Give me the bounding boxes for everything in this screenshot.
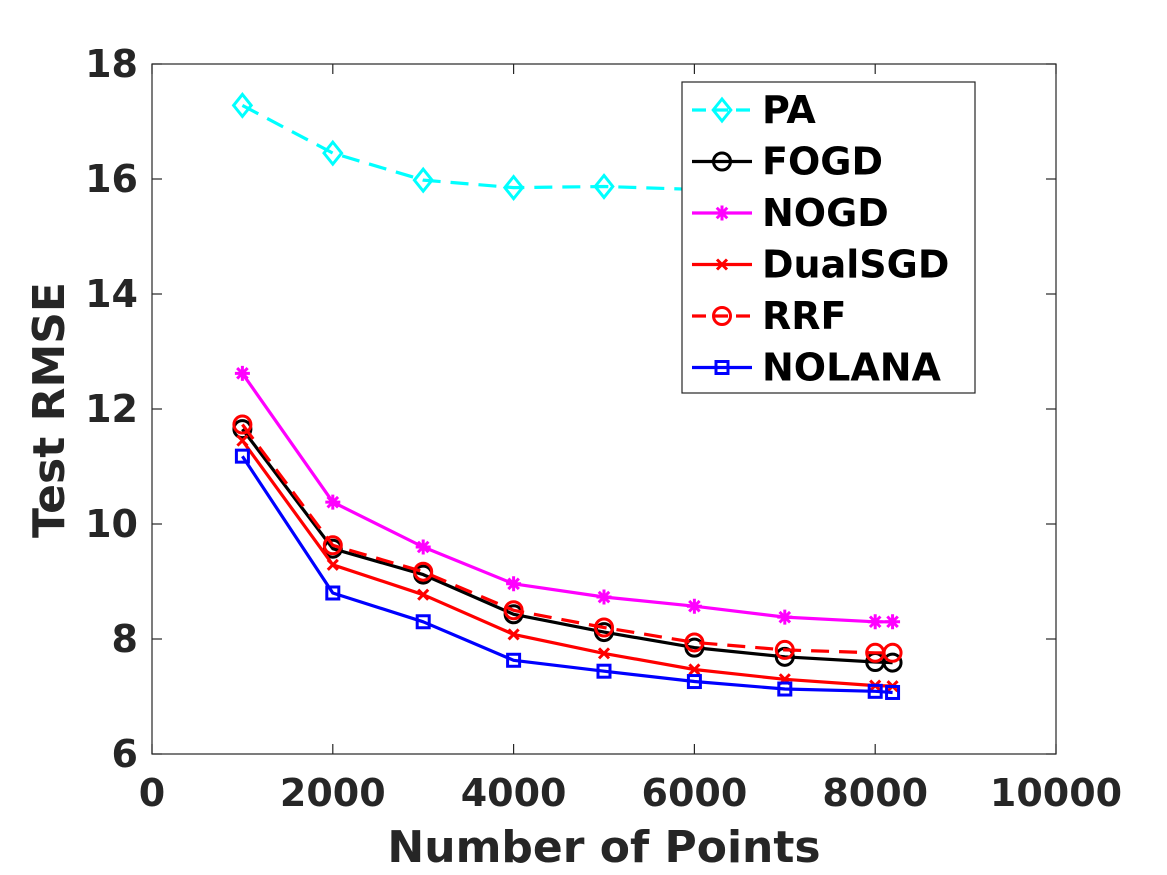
- data-point-marker: [711, 96, 733, 124]
- ticks-layer: 0 2000 4000 6000 8000 10000 6 8 10 12 14 16 18: [85, 42, 1122, 815]
- data-point-marker: [686, 598, 702, 614]
- data-point-marker: [325, 494, 341, 510]
- series-line: [241, 455, 893, 695]
- data-point-marker: [415, 539, 431, 555]
- legend-item-dualsgd: DualSGD: [692, 243, 949, 287]
- data-point-marker: [322, 139, 344, 167]
- data-point-marker: [686, 674, 702, 690]
- data-point-marker: [777, 681, 793, 697]
- legend-label: PA: [762, 88, 816, 132]
- data-point-marker: [415, 614, 431, 630]
- x-axis-label: Number of Points: [387, 822, 820, 873]
- data-point-marker: [777, 609, 793, 625]
- x-tick-label: 4000: [461, 771, 567, 815]
- legend-item-fogd: FOGD: [692, 140, 883, 184]
- data-point-marker: [325, 585, 341, 601]
- data-point-marker: [714, 205, 730, 221]
- data-point-marker: [684, 632, 705, 653]
- data-point-marker: [502, 174, 525, 202]
- data-point-marker: [234, 365, 250, 381]
- data-point-marker: [712, 151, 732, 172]
- data-point-marker: [688, 663, 701, 676]
- x-tick-label: 6000: [642, 771, 748, 815]
- x-tick-label: 0: [139, 771, 165, 815]
- legend-box: [681, 81, 976, 394]
- data-point-marker: [231, 91, 254, 119]
- data-point-marker: [867, 683, 883, 699]
- data-point-marker: [596, 663, 612, 679]
- data-point-marker: [867, 614, 883, 630]
- data-point-marker: [712, 306, 732, 326]
- data-point-marker: [503, 600, 524, 621]
- data-point-marker: [885, 684, 901, 700]
- series-line: [241, 423, 893, 655]
- legend-label: RRF: [762, 294, 846, 338]
- y-tick-label: 6: [112, 732, 138, 776]
- x-tick-label: 8000: [822, 771, 928, 815]
- y-tick-label: 14: [85, 272, 138, 316]
- data-point-marker: [236, 434, 249, 447]
- data-point-marker: [232, 414, 253, 435]
- y-tick-label: 8: [112, 617, 138, 661]
- data-point-marker: [774, 639, 795, 660]
- legend-item-nogd: NOGD: [692, 191, 889, 235]
- series-rrf: [232, 414, 903, 663]
- legend-item-pa: PA: [692, 88, 816, 132]
- data-point-marker: [506, 652, 522, 668]
- data-point-marker: [326, 558, 339, 571]
- legend-label: NOLANA: [762, 346, 942, 390]
- y-tick-label: 16: [85, 157, 138, 201]
- y-tick-label: 12: [85, 387, 138, 431]
- legend-label: NOGD: [762, 191, 889, 235]
- data-point-marker: [885, 614, 901, 630]
- legend: PA FOGD NOGD DualSGD RRF NOLANA: [681, 81, 976, 394]
- data-point-marker: [507, 628, 520, 641]
- data-point-marker: [506, 576, 522, 592]
- data-point-marker: [322, 535, 343, 556]
- legend-item-nolana: NOLANA: [692, 346, 942, 390]
- series-nogd: [234, 365, 901, 630]
- legend-label: DualSGD: [762, 243, 949, 287]
- y-axis-label: Test RMSE: [24, 282, 75, 538]
- data-point-marker: [597, 647, 611, 660]
- series-dualsgd: [236, 434, 899, 693]
- x-tick-label: 2000: [280, 771, 386, 815]
- y-tick-label: 18: [85, 42, 138, 86]
- x-tick-label: 10000: [990, 771, 1122, 815]
- series-nolana: [234, 448, 901, 700]
- legend-label: FOGD: [762, 140, 883, 184]
- data-point-marker: [596, 589, 612, 605]
- data-point-marker: [412, 166, 434, 194]
- y-tick-label: 10: [85, 502, 138, 546]
- data-point-marker: [234, 448, 250, 464]
- data-point-marker: [413, 561, 434, 582]
- series-line: [241, 428, 893, 665]
- legend-item-rrf: RRF: [692, 294, 846, 338]
- data-point-marker: [594, 617, 614, 638]
- data-point-marker: [715, 258, 729, 271]
- data-point-marker: [714, 360, 730, 375]
- data-point-marker: [593, 173, 615, 200]
- data-point-marker: [417, 588, 430, 601]
- data-point-marker: [882, 652, 903, 673]
- data-point-marker: [882, 642, 903, 663]
